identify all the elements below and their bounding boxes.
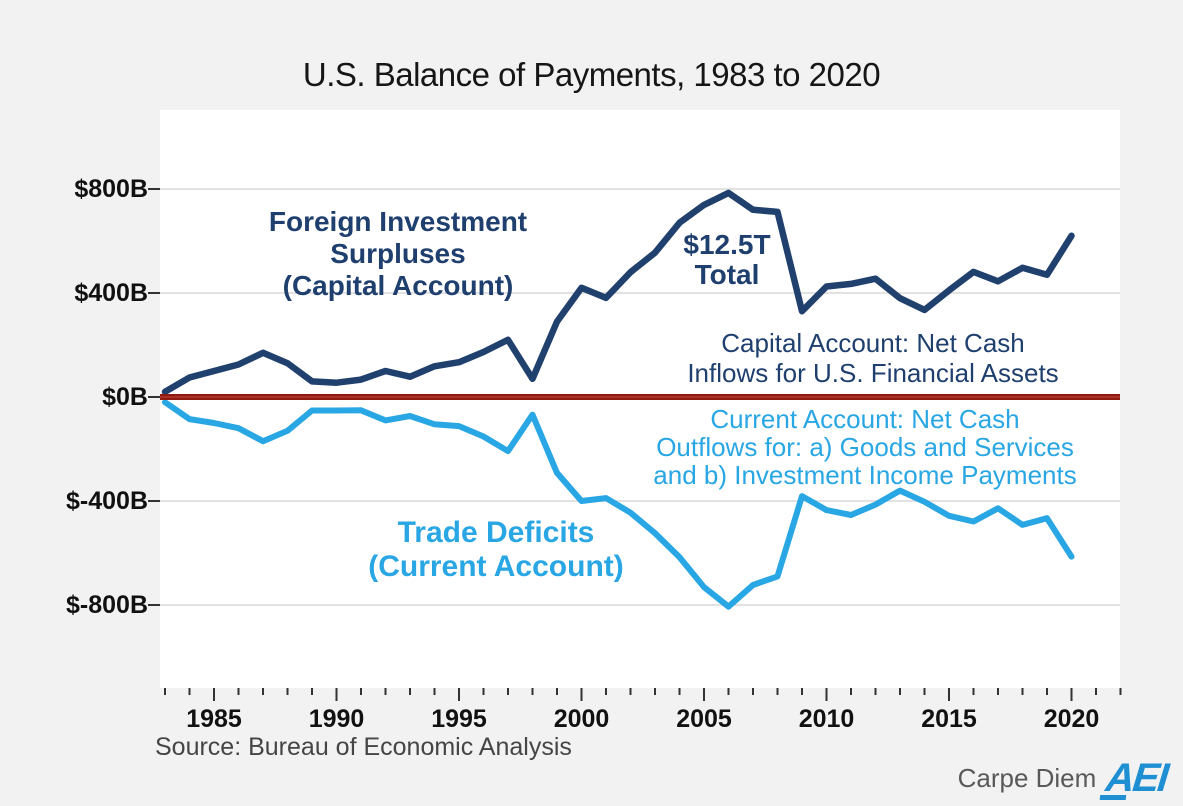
capital-series-label-line1: Foreign Investment Surpluses bbox=[268, 206, 528, 269]
current-account-note-line2: Outflows for: a) Goods and Services bbox=[656, 432, 1074, 462]
y-axis-label--400: $-400B bbox=[66, 487, 148, 515]
x-axis-label-2010: 2010 bbox=[798, 705, 855, 733]
y-axis-label-400: $400B bbox=[74, 279, 148, 307]
y-axis-label-800: $800B bbox=[74, 175, 148, 203]
y-axis-label--800: $-800B bbox=[66, 591, 148, 619]
x-axis-label-1990: 1990 bbox=[308, 705, 365, 733]
x-axis-label-2000: 2000 bbox=[553, 705, 610, 733]
source-credit: Source: Bureau of Economic Analysis bbox=[155, 733, 572, 761]
x-axis-label-2005: 2005 bbox=[676, 705, 732, 733]
cumulative-total-word: Total bbox=[694, 259, 760, 290]
carpe-diem-wordmark: Carpe Diem bbox=[957, 762, 1097, 793]
branding: Carpe Diem AEI bbox=[957, 756, 1170, 800]
cumulative-total-annotation: $12.5T Total bbox=[627, 230, 827, 290]
current-account-note: Current Account: Net Cash Outflows for: … bbox=[645, 405, 1085, 489]
current-series-label-line2: (Current Account) bbox=[368, 550, 624, 583]
y-axis-label-0: $0B bbox=[102, 383, 148, 411]
x-axis-label-1985: 1985 bbox=[186, 705, 242, 733]
current-account-line bbox=[162, 399, 1075, 610]
capital-account-note: Capital Account: Net Cash Inflows for U.… bbox=[653, 328, 1093, 388]
x-axis-label-2015: 2015 bbox=[921, 705, 977, 733]
current-account-note-line1: Current Account: Net Cash bbox=[710, 404, 1020, 434]
capital-series-label-line2: (Capital Account) bbox=[282, 270, 514, 301]
aei-logo: AEI bbox=[1100, 756, 1170, 800]
current-account-note-line3: and b) Investment Income Payments bbox=[653, 460, 1077, 490]
capital-account-line bbox=[161, 189, 1075, 396]
cumulative-total-value: $12.5T bbox=[683, 229, 771, 260]
x-axis-label-2020: 2020 bbox=[1043, 705, 1100, 733]
current-series-label: Trade Deficits (Current Account) bbox=[296, 516, 696, 584]
capital-account-note-line1: Capital Account: Net Cash bbox=[721, 328, 1025, 358]
aei-logo-text: AEI bbox=[1104, 756, 1170, 800]
aei-logo-bar bbox=[1100, 795, 1127, 800]
capital-account-note-line2: Inflows for U.S. Financial Assets bbox=[687, 358, 1059, 388]
capital-series-label: Foreign Investment Surpluses (Capital Ac… bbox=[198, 206, 598, 302]
x-axis-label-1995: 1995 bbox=[431, 705, 487, 733]
current-series-label-line1: Trade Deficits bbox=[397, 516, 595, 549]
chart-title: U.S. Balance of Payments, 1983 to 2020 bbox=[302, 56, 881, 93]
